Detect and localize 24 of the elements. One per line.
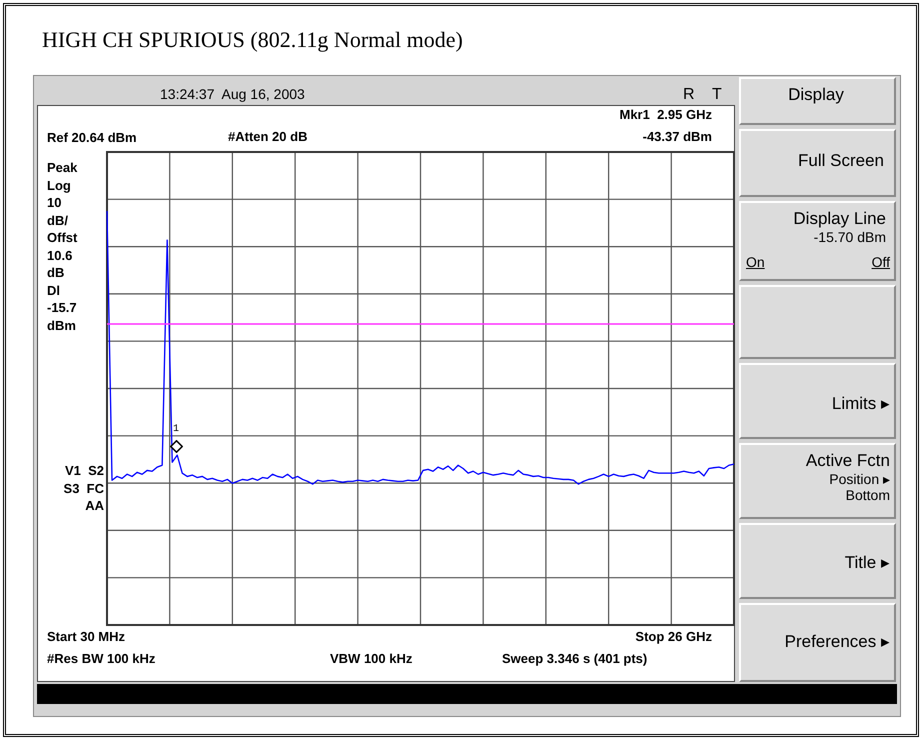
annotation: 1 <box>173 424 180 436</box>
text: Limits ▸ <box>832 393 890 414</box>
text: Stop 26 GHz <box>635 628 712 646</box>
text: Off <box>872 254 890 270</box>
text: Preferences ▸ <box>784 631 890 652</box>
text: #Atten 20 dB <box>228 128 308 146</box>
text: #Res BW 100 kHz <box>47 650 156 668</box>
text: Active Fctn Position ▸ Bottom <box>806 451 890 503</box>
text: VBW 100 kHz <box>330 650 412 668</box>
text: -43.37 dBm <box>642 128 712 146</box>
text: On <box>746 254 765 270</box>
text: Ref 20.64 dBm <box>47 129 137 146</box>
text: R T <box>683 86 722 104</box>
text: Start 30 MHz <box>47 628 126 646</box>
text: Title ▸ <box>844 552 890 573</box>
text: Full Screen <box>798 151 884 171</box>
text: 13:24:37 Aug 16, 2003 <box>160 86 305 102</box>
text: Display <box>788 85 844 105</box>
text: V1 S2 S3 FC AA <box>64 462 104 514</box>
text: Display Line -15.70 dBm <box>793 209 886 245</box>
text: Peak Log 10 dB/ Offst 10.6 dB Dl -15.7 dBm <box>47 160 78 332</box>
chart-title: HIGH CH SPURIOUS (802.11g Normal mode) <box>42 27 463 53</box>
text: Mkr1 2.95 GHz <box>620 106 712 124</box>
text: Sweep 3.346 s (401 pts) <box>502 650 648 668</box>
